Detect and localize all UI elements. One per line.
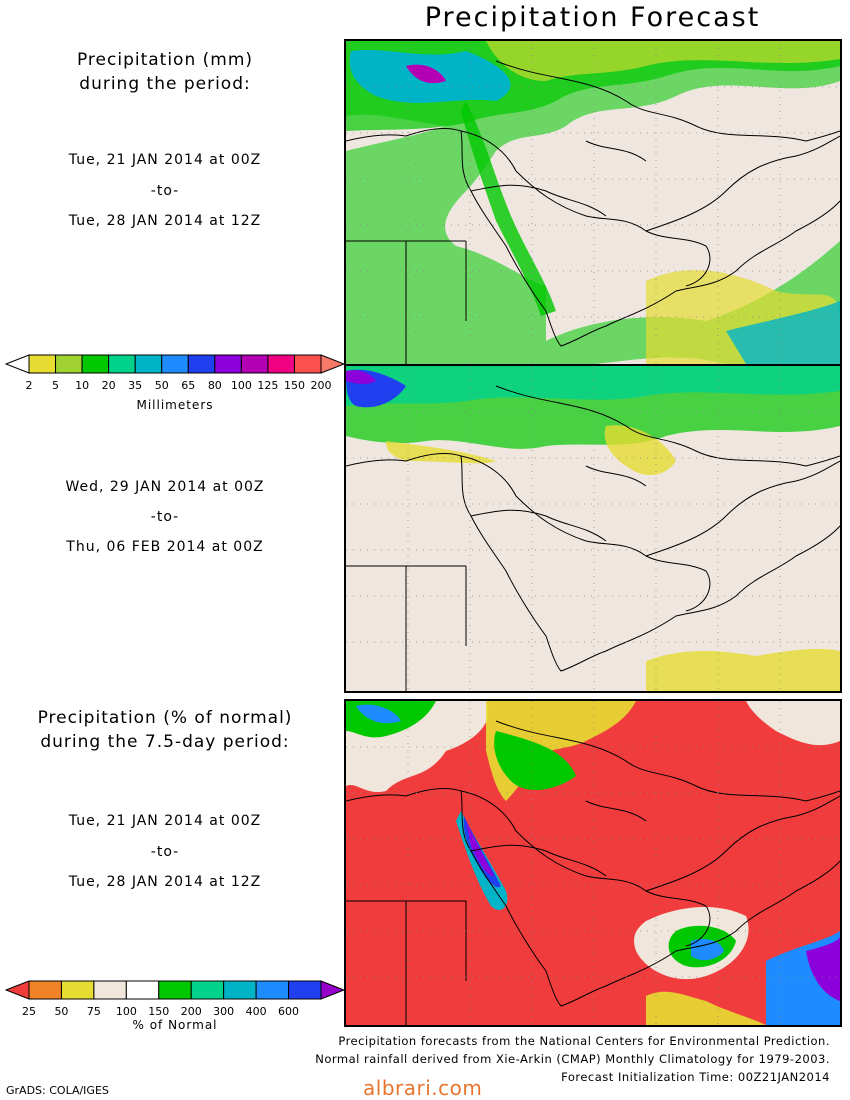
colorbar-pct-swatch-7: [255, 980, 290, 1000]
panel3-header-line2: during the 7.5-day period:: [40, 732, 290, 752]
colorbar-mm-cap-left: [4, 354, 30, 374]
page-title: Precipitation Forecast: [424, 2, 761, 33]
panel3-end-date: Tue, 28 JAN 2014 at 12Z: [68, 874, 262, 890]
colorbar-pct-swatch-1: [60, 980, 95, 1000]
colorbar-mm-swatch-8: [240, 354, 269, 374]
colorbar-millimeters: [4, 354, 346, 374]
colorbar-pct-swatch-4: [158, 980, 192, 1000]
panel3-start-date: Tue, 21 JAN 2014 at 00Z: [68, 813, 262, 829]
colorbar-pct-cap-left: [4, 980, 30, 1000]
colorbar-mm-swatch-2: [81, 354, 110, 374]
colorbar-pct-cap-right: [320, 980, 346, 1000]
colorbar-pct-svg: [4, 980, 346, 1000]
colorbar-pct-tick-label: 150: [148, 1005, 170, 1018]
colorbar-mm-tick-label: 125: [257, 379, 279, 392]
panel1-header: Precipitation (mm) during the period:: [20, 48, 310, 96]
footer-line-2: Normal rainfall derived from Xie-Arkin (…: [315, 1052, 830, 1066]
colorbar-pct-tick-label: 400: [245, 1005, 267, 1018]
panel2-end-date: Thu, 06 FEB 2014 at 00Z: [66, 539, 264, 555]
colorbar-mm-unit: Millimeters: [136, 398, 214, 412]
colorbar-mm-tick-label: 2: [25, 379, 33, 392]
colorbar-mm-tick-label: 20: [101, 379, 116, 392]
colorbar-mm-tick-label: 5: [52, 379, 60, 392]
map-panel-precip-week2: [344, 364, 842, 693]
colorbar-mm-swatch-6: [187, 354, 216, 374]
colorbar-mm-tick-label: 100: [230, 379, 252, 392]
panel1-end-date: Tue, 28 JAN 2014 at 12Z: [68, 213, 262, 229]
colorbar-pct-tick-label: 75: [86, 1005, 101, 1018]
colorbar-mm-swatch-1: [55, 354, 83, 374]
colorbar-pct-tick-label: 200: [180, 1005, 202, 1018]
grads-credit: GrADS: COLA/IGES: [6, 1084, 109, 1097]
colorbar-mm-tick-label: 35: [128, 379, 143, 392]
panel2-to-label: -to-: [150, 509, 180, 525]
panel1-header-line2: during the period:: [79, 74, 251, 94]
colorbar-pct-swatch-5: [190, 980, 225, 1000]
colorbar-pct-unit: % of Normal: [132, 1018, 218, 1032]
colorbar-mm-swatch-10: [293, 354, 322, 374]
panel3-header-line1: Precipitation (% of normal): [37, 708, 293, 728]
colorbar-mm-swatch-0: [28, 354, 57, 374]
watermark: albrari.com: [363, 1076, 483, 1100]
colorbar-mm-tick-label: 50: [154, 379, 169, 392]
colorbar-percent-normal: [4, 980, 346, 1000]
map3-svg: [346, 701, 840, 1025]
footer-line-1: Precipitation forecasts from the Nationa…: [338, 1034, 830, 1048]
colorbar-mm-swatch-4: [134, 354, 163, 374]
colorbar-pct-labels: 25 50 75 100 150 200 300 400 600: [0, 1005, 345, 1019]
colorbar-pct-swatch-0: [28, 980, 62, 1000]
map2-svg: [346, 366, 840, 691]
colorbar-mm-labels: 2 5 10 20 35 50 65 80 100 125 150 200: [0, 379, 345, 393]
colorbar-mm-tick-label: 80: [207, 379, 222, 392]
colorbar-pct-tick-label: 25: [22, 1005, 36, 1018]
colorbar-pct-tick-label: 100: [115, 1005, 137, 1018]
panel1-to-label: -to-: [150, 183, 180, 199]
panel2-start-date: Wed, 29 JAN 2014 at 00Z: [65, 479, 265, 495]
colorbar-mm-swatch-5: [161, 354, 189, 374]
colorbar-pct-swatch-8: [288, 980, 322, 1000]
map1-svg: [346, 41, 840, 364]
colorbar-mm-tick-label: 150: [283, 379, 305, 392]
colorbar-pct-tick-label: 300: [213, 1005, 235, 1018]
panel3-header: Precipitation (% of normal) during the 7…: [10, 706, 320, 754]
map-panel-percent-normal: [344, 699, 842, 1027]
map-panel-precip-week1: [344, 39, 842, 366]
colorbar-pct-swatch-2: [93, 980, 127, 1000]
colorbar-mm-cap-right: [320, 354, 346, 374]
colorbar-mm-svg: [4, 354, 346, 374]
colorbar-mm-swatch-7: [214, 354, 242, 374]
colorbar-mm-tick-label: 200: [310, 379, 332, 392]
colorbar-pct-tick-label: 600: [278, 1005, 300, 1018]
colorbar-pct-tick-label: 50: [54, 1005, 69, 1018]
colorbar-pct-swatch-6: [223, 980, 257, 1000]
colorbar-mm-tick-label: 65: [181, 379, 196, 392]
colorbar-mm-swatch-9: [267, 354, 295, 374]
panel1-header-line1: Precipitation (mm): [76, 50, 254, 70]
colorbar-mm-tick-label: 10: [75, 379, 90, 392]
colorbar-mm-swatch-3: [108, 354, 136, 374]
panel3-to-label: -to-: [150, 844, 180, 860]
footer-line-3: Forecast Initialization Time: 00Z21JAN20…: [561, 1070, 830, 1084]
panel1-start-date: Tue, 21 JAN 2014 at 00Z: [68, 152, 262, 168]
colorbar-pct-swatch-3: [125, 980, 160, 1000]
